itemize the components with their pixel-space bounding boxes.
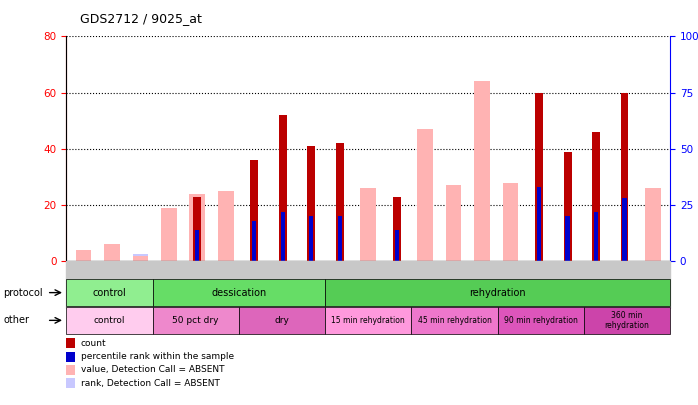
Bar: [218, 191, 234, 261]
Bar: [218, 228, 234, 261]
Bar: [417, 187, 433, 261]
Bar: [360, 216, 376, 261]
Bar: [446, 185, 461, 261]
Bar: [503, 183, 519, 261]
Bar: [474, 167, 490, 261]
Bar: [360, 188, 376, 261]
Text: dry: dry: [274, 316, 290, 325]
Bar: [252, 221, 256, 261]
Bar: [161, 208, 177, 261]
Bar: [565, 216, 570, 261]
Text: control: control: [94, 316, 125, 325]
Bar: [189, 194, 205, 261]
Text: 50 pct dry: 50 pct dry: [172, 316, 219, 325]
Bar: [537, 187, 541, 261]
Bar: [195, 230, 200, 261]
Bar: [474, 81, 490, 261]
Bar: [104, 244, 120, 261]
Text: 90 min rehydration: 90 min rehydration: [504, 316, 578, 325]
Bar: [309, 216, 313, 261]
Text: value, Detection Call = ABSENT: value, Detection Call = ABSENT: [81, 365, 225, 375]
Bar: [417, 129, 433, 261]
Bar: [645, 219, 661, 261]
Bar: [338, 216, 342, 261]
Bar: [279, 115, 287, 261]
Bar: [563, 151, 572, 261]
Text: 45 min rehydration: 45 min rehydration: [417, 316, 491, 325]
Bar: [307, 146, 315, 261]
Bar: [193, 196, 201, 261]
Bar: [623, 198, 627, 261]
Text: 360 min
rehydration: 360 min rehydration: [604, 311, 649, 330]
Bar: [594, 212, 598, 261]
Bar: [645, 188, 661, 261]
Text: dessication: dessication: [211, 288, 267, 298]
Bar: [503, 216, 519, 261]
Bar: [336, 143, 343, 261]
Text: percentile rank within the sample: percentile rank within the sample: [81, 352, 234, 361]
Text: 15 min rehydration: 15 min rehydration: [332, 316, 405, 325]
Text: rehydration: rehydration: [469, 288, 526, 298]
Bar: [393, 196, 401, 261]
Text: rank, Detection Call = ABSENT: rank, Detection Call = ABSENT: [81, 379, 220, 388]
Text: other: other: [3, 315, 29, 325]
Bar: [104, 245, 120, 261]
Bar: [394, 230, 399, 261]
Text: GDS2712 / 9025_at: GDS2712 / 9025_at: [80, 12, 202, 25]
Text: protocol: protocol: [3, 288, 43, 298]
Bar: [133, 254, 148, 261]
Bar: [251, 160, 258, 261]
Bar: [281, 212, 285, 261]
Bar: [535, 93, 543, 261]
Bar: [446, 216, 461, 261]
Text: count: count: [81, 339, 107, 348]
Bar: [75, 250, 91, 261]
Bar: [592, 132, 600, 261]
Bar: [621, 93, 628, 261]
Text: control: control: [93, 288, 126, 298]
Bar: [75, 250, 91, 261]
Bar: [161, 230, 177, 261]
Bar: [133, 256, 148, 261]
